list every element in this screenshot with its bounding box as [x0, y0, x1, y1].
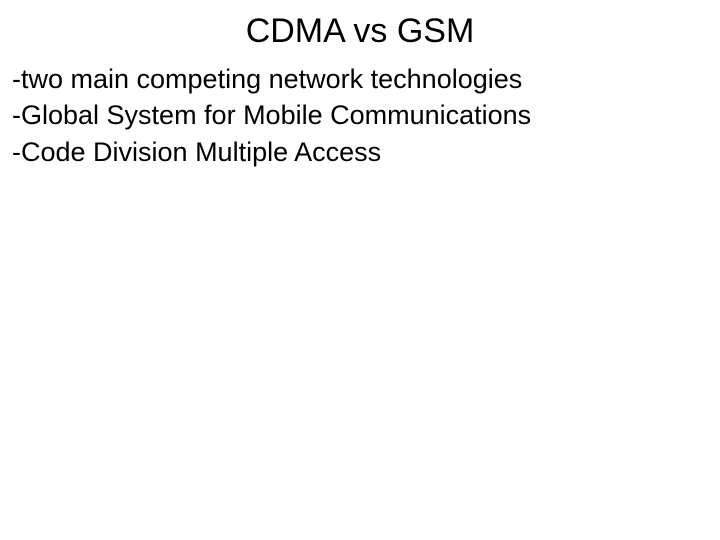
- slide-container: CDMA vs GSM -two main competing network …: [0, 0, 720, 540]
- bullet-line: -Code Division Multiple Access: [12, 134, 720, 170]
- slide-body: -two main competing network technologies…: [0, 61, 720, 170]
- slide-title: CDMA vs GSM: [0, 12, 720, 51]
- bullet-line: -two main competing network technologies: [12, 61, 720, 97]
- bullet-line: -Global System for Mobile Communications: [12, 97, 720, 133]
